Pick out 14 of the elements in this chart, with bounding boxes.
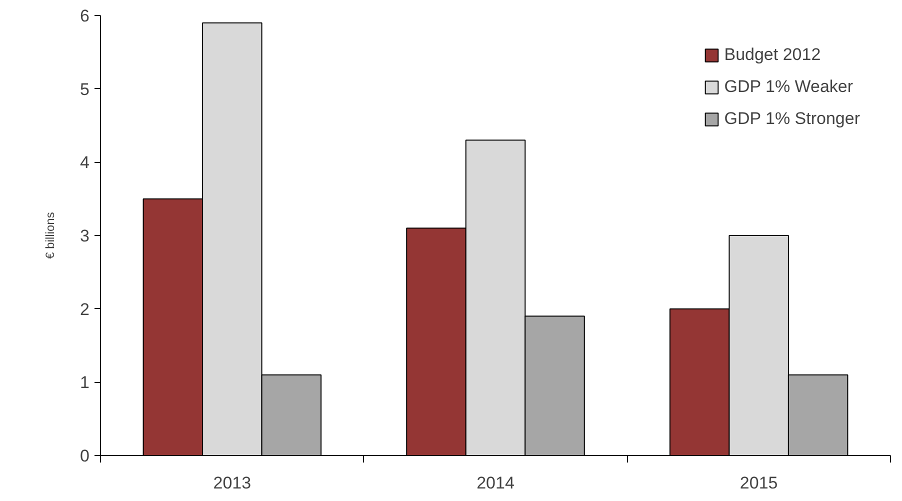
y-axis-title: € billions xyxy=(43,212,58,259)
x-tick-label: 2014 xyxy=(476,474,514,492)
y-tick-label: 3 xyxy=(80,226,90,246)
y-tick-label: 5 xyxy=(80,80,90,99)
legend-label: Budget 2012 xyxy=(724,45,821,65)
y-tick-label: 0 xyxy=(80,446,90,466)
y-tick-label: 6 xyxy=(80,6,90,26)
y-tick-label: 1 xyxy=(80,373,90,392)
x-tick-label: 2013 xyxy=(213,474,252,492)
x-tick-label: 2015 xyxy=(740,474,778,492)
y-tick-label: 4 xyxy=(80,153,90,172)
y-tick-label: 2 xyxy=(80,300,90,319)
legend-label: GDP 1% Stronger xyxy=(724,109,860,129)
legend-label: GDP 1% Weaker xyxy=(724,77,854,97)
